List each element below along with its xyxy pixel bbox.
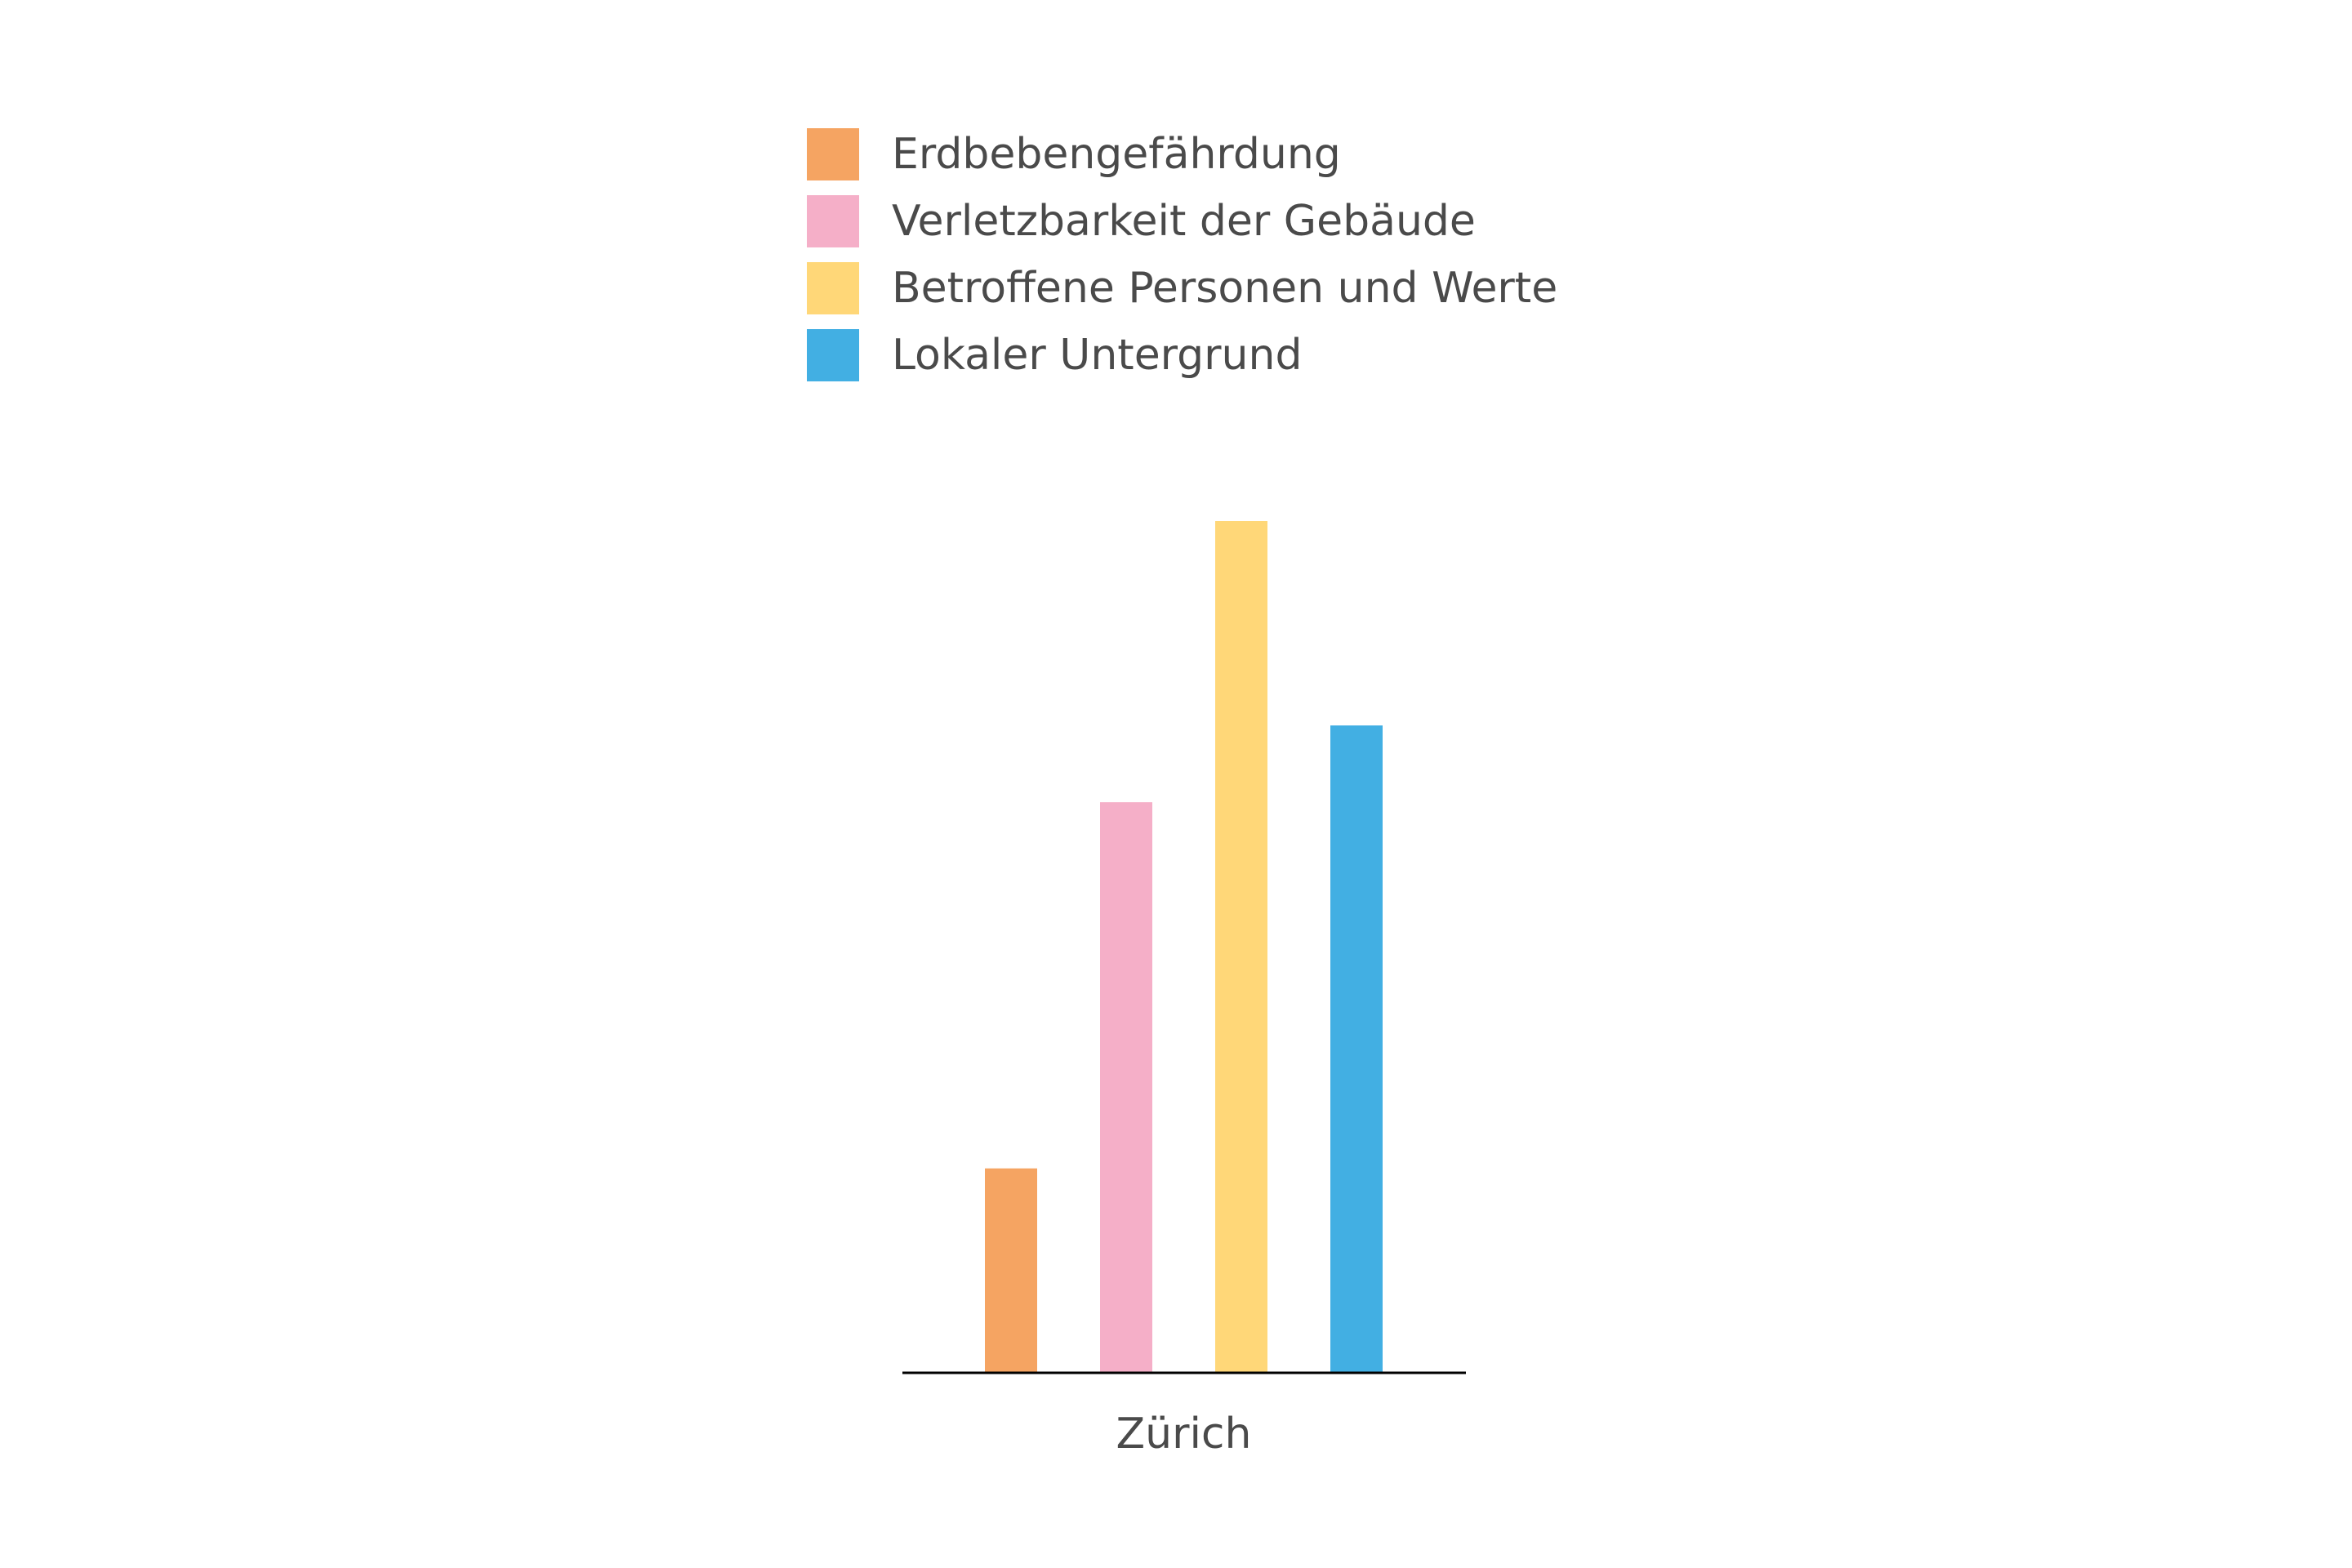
legend-swatch (807, 329, 859, 381)
legend-label: Lokaler Untergrund (892, 331, 1302, 380)
legend-item: Verletzbarkeit der Gebäude (807, 195, 1476, 247)
bar (1215, 521, 1267, 1373)
bars (985, 521, 1383, 1373)
legend-item: Betroffene Personen und Werte (807, 262, 1557, 314)
legend-swatch (807, 128, 859, 180)
legend-swatch (807, 262, 859, 314)
legend-item: Erdbebengefährdung (807, 128, 1341, 180)
legend-swatch (807, 195, 859, 247)
legend-label: Verletzbarkeit der Gebäude (892, 197, 1476, 246)
legend-label: Erdbebengefährdung (892, 130, 1341, 179)
legend: Erdbebengefährdung Verletzbarkeit der Geb… (807, 128, 1557, 381)
bar (985, 1168, 1037, 1373)
x-tick-labels: Zürich (1116, 1410, 1252, 1459)
legend-label: Betroffene Personen und Werte (892, 264, 1557, 313)
x-tick-label: Zürich (1116, 1410, 1252, 1459)
bar (1100, 802, 1152, 1373)
bar (1330, 725, 1383, 1373)
legend-item: Lokaler Untergrund (807, 329, 1302, 381)
